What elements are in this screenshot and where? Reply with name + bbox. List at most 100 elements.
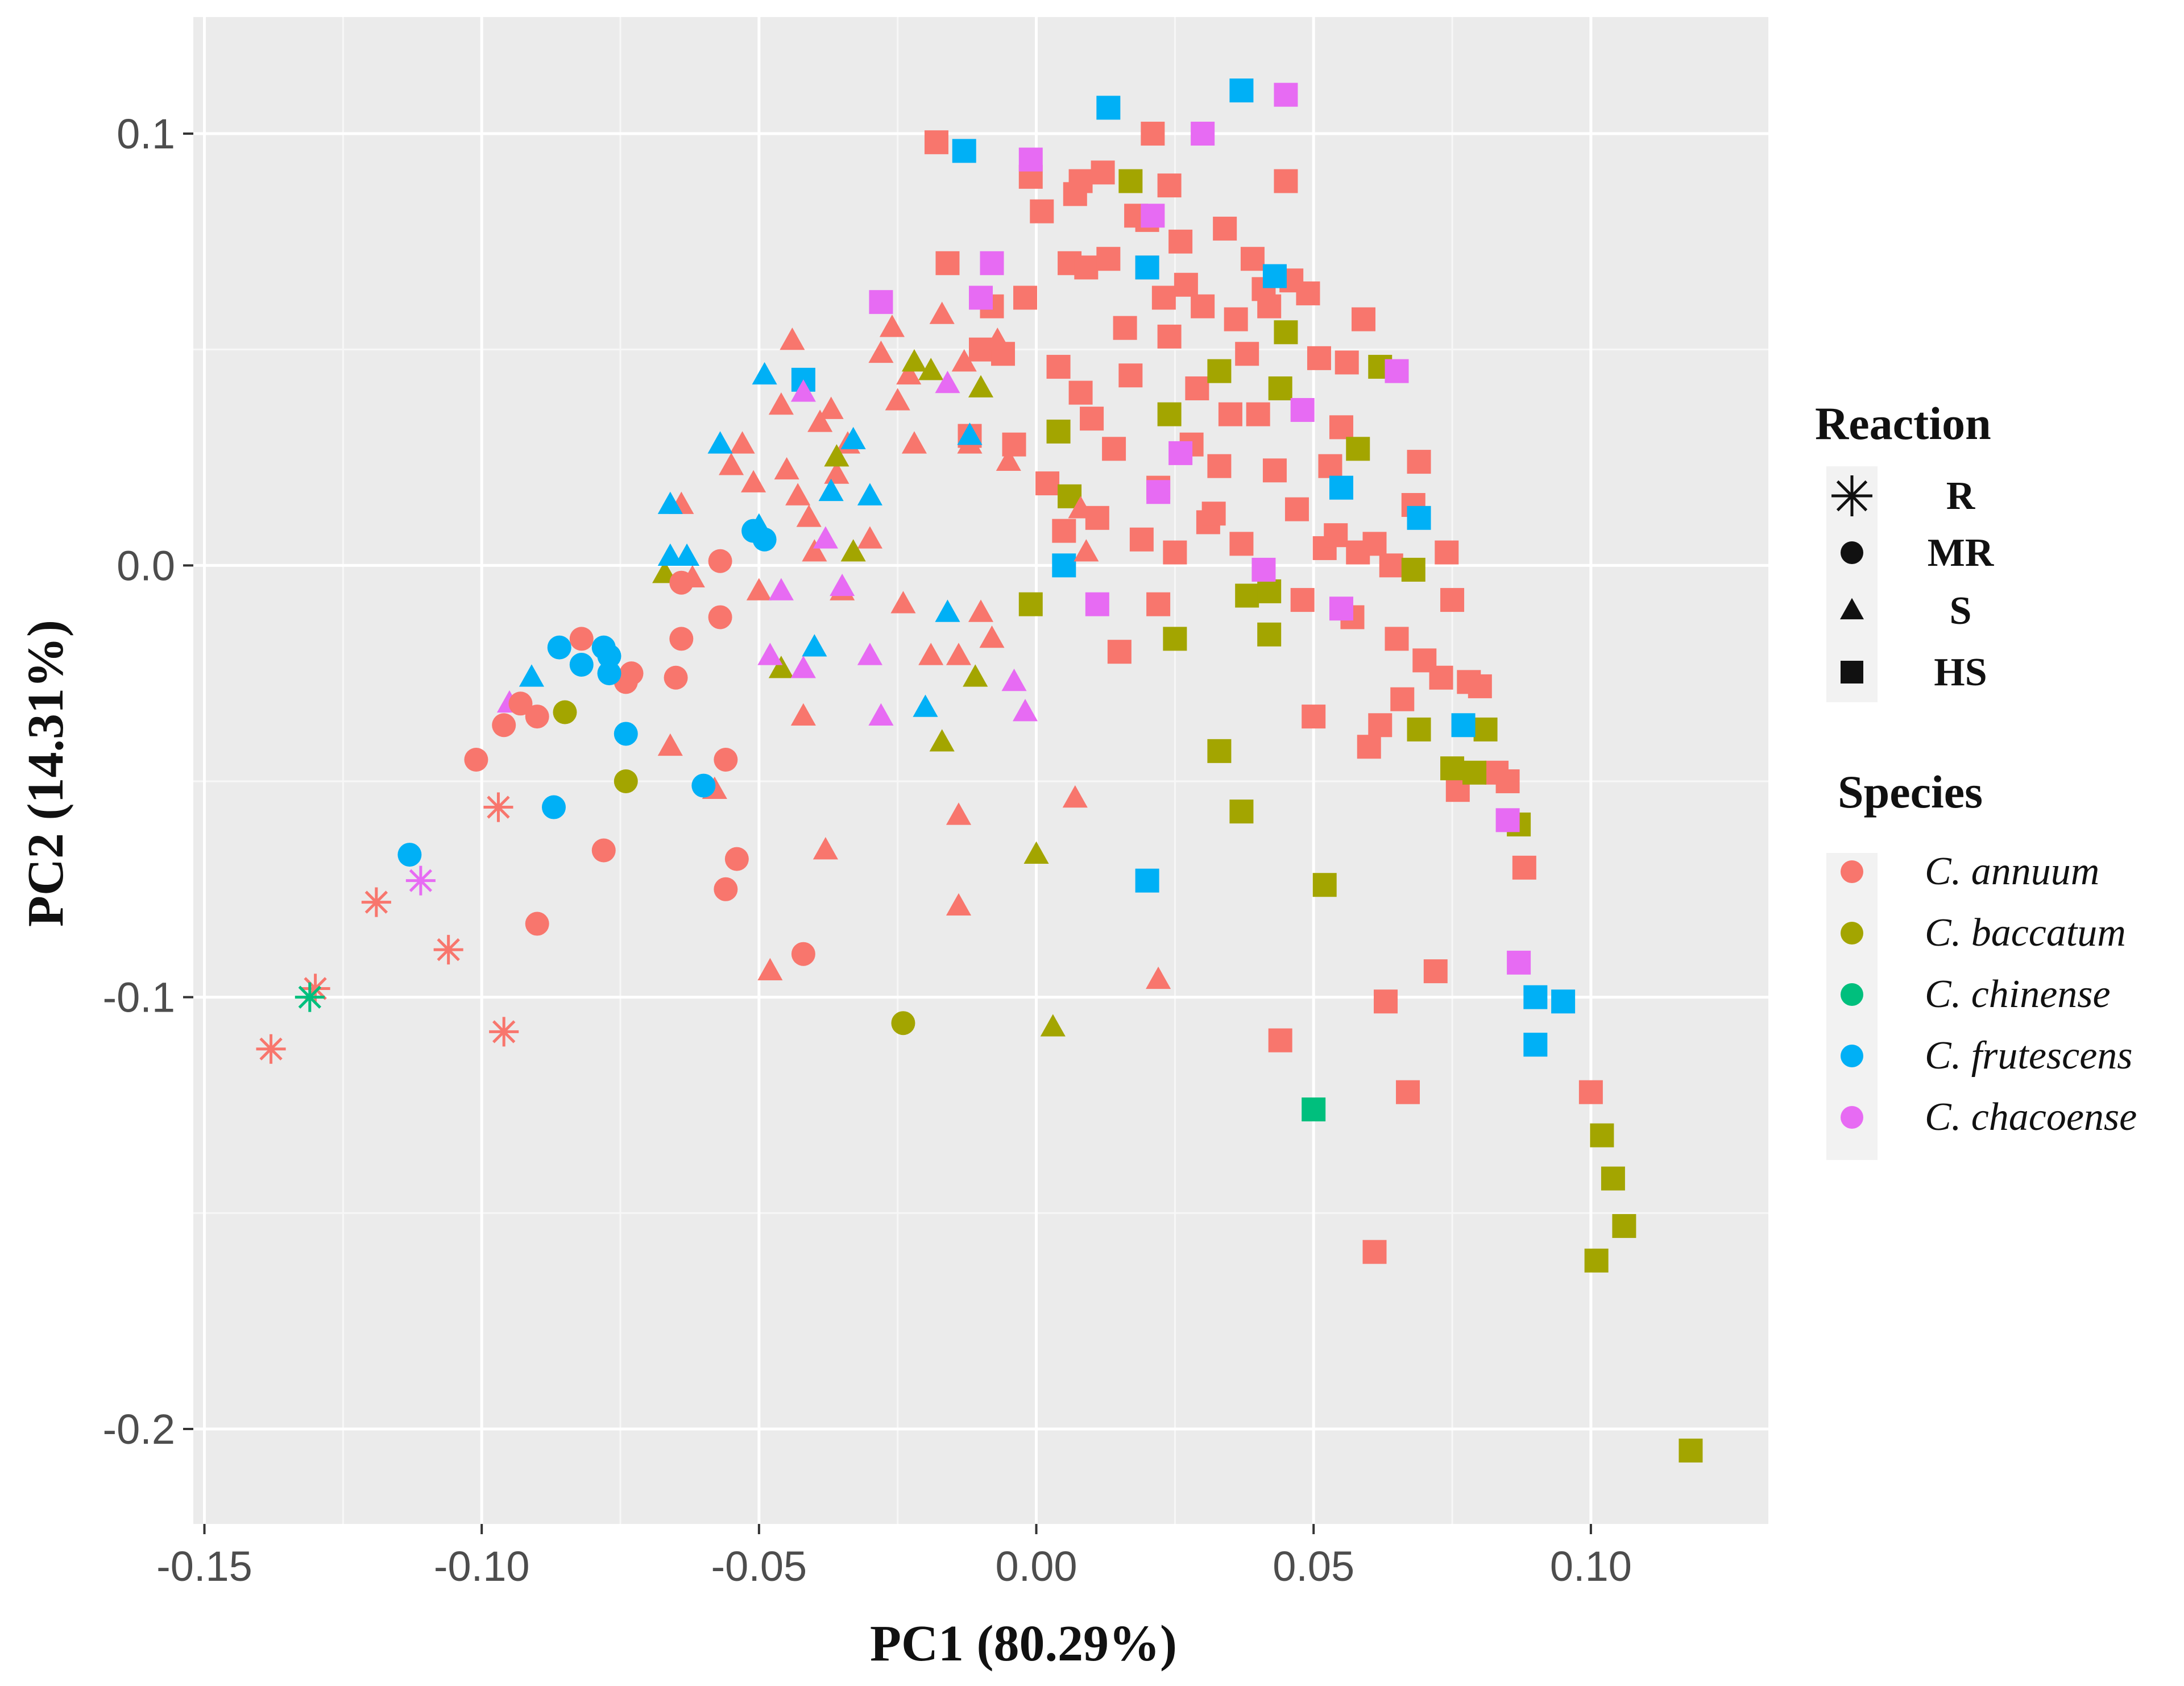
data-point-hs-ba: [1473, 717, 1498, 741]
data-point-s-fr: [752, 362, 777, 385]
data-point-hs-an: [1118, 363, 1143, 388]
data-point-hs-ba: [1018, 592, 1043, 616]
data-point-hs-an: [1129, 527, 1154, 552]
data-point-s-an: [901, 431, 927, 454]
reaction-legend-key-mr: [1841, 541, 1863, 564]
data-point-s-an: [946, 643, 972, 665]
species-legend-title: Species: [1838, 766, 1983, 818]
data-point-hs-an: [1185, 376, 1209, 401]
data-point-hs-ba: [1163, 627, 1187, 651]
data-point-mr-an: [591, 838, 616, 863]
data-point-s-an: [730, 431, 755, 454]
data-point-hs-an: [935, 251, 960, 275]
data-point-hs-an: [1357, 735, 1381, 759]
data-point-hs-co: [1018, 147, 1043, 172]
species-legend: Species C. annuum C. baccatum C. chinens…: [1826, 766, 2137, 1160]
data-point-s-an: [896, 362, 922, 385]
data-point-hs-an: [1374, 989, 1398, 1014]
data-point-hs-an: [1468, 674, 1492, 698]
data-point-hs-an: [1191, 294, 1215, 318]
species-legend-keys: [1841, 860, 1863, 1129]
data-point-s-an: [951, 349, 977, 372]
data-point-hs-an: [1351, 307, 1375, 332]
data-point-hs-an: [1218, 402, 1242, 426]
x-tick-label: 0.00: [996, 1543, 1078, 1590]
reaction-legend-keys: [1831, 475, 1872, 683]
y-tick-label: -0.2: [102, 1406, 175, 1453]
data-point-hs-an: [1307, 346, 1331, 370]
data-point-hs-fr: [1523, 985, 1548, 1009]
data-point-hs-an: [1512, 855, 1536, 880]
data-point-hs-an: [1240, 247, 1265, 271]
data-point-mr-an: [619, 661, 644, 686]
species-legend-key-ba: [1841, 922, 1863, 945]
data-point-hs-an: [1262, 458, 1287, 483]
data-point-hs-an: [1002, 432, 1026, 457]
data-point-hs-an: [1068, 380, 1093, 405]
data-point-s-an: [802, 539, 827, 562]
x-axis-ticks: -0.15 -0.10 -0.05 0.00 0.05 0.10: [156, 1524, 1632, 1590]
data-point-hs-an: [1296, 281, 1320, 305]
data-point-hs-ba: [1157, 402, 1182, 426]
data-point-s-an: [879, 314, 905, 337]
data-point-r-an: [256, 1034, 286, 1064]
data-point-s-an: [946, 802, 972, 825]
data-point-s-fr: [519, 664, 545, 687]
data-point-s-an: [741, 470, 766, 492]
data-point-s-an: [890, 591, 916, 614]
data-point-r-an: [489, 1017, 519, 1047]
data-point-hs-ba: [1312, 873, 1337, 897]
x-tick-label: 0.10: [1550, 1543, 1632, 1590]
data-point-hs-ba: [1274, 320, 1298, 345]
data-point-s-fr: [935, 599, 960, 622]
data-point-mr-an: [492, 713, 516, 738]
data-point-hs-co: [1146, 480, 1171, 504]
data-point-mr-fr: [569, 652, 594, 677]
data-point-hs-co: [1274, 82, 1298, 107]
species-legend-label-chinense: C. chinense: [1925, 972, 2111, 1016]
data-point-s-an: [657, 733, 683, 756]
data-point-s-fr: [840, 426, 866, 450]
data-point-hs-an: [1013, 285, 1038, 310]
data-point-hs-an: [1435, 540, 1459, 565]
reaction-legend-title: Reaction: [1815, 397, 1991, 449]
data-point-s-ba: [824, 444, 849, 467]
data-point-s-an: [807, 409, 833, 432]
data-point-hs-an: [1102, 437, 1126, 461]
species-legend-key-fr: [1841, 1045, 1863, 1067]
plot-panel: [193, 17, 1768, 1524]
data-point-hs-co: [980, 251, 1004, 275]
y-axis-ticks: -0.2 -0.1 0.0 0.1: [102, 110, 193, 1453]
data-point-hs-an: [1268, 1028, 1292, 1053]
data-point-s-co: [790, 379, 816, 402]
data-point-s-an: [790, 703, 816, 726]
data-point-hs-co: [1495, 808, 1520, 832]
data-point-hs-co: [869, 290, 893, 314]
data-point-s-an: [824, 461, 849, 484]
reaction-legend-key-r: [1831, 475, 1872, 516]
y-axis-title: PC2 (14.31%): [18, 620, 74, 927]
data-point-s-co: [1012, 699, 1038, 722]
data-point-hs-an: [1157, 324, 1182, 349]
data-point-mr-ba: [553, 700, 577, 724]
data-point-r-an: [433, 935, 463, 965]
data-point-hs-an: [1074, 255, 1099, 280]
data-point-hs-an: [1035, 471, 1060, 496]
data-point-hs-an: [1362, 1240, 1387, 1264]
data-point-s-an: [1068, 496, 1093, 519]
data-point-hs-fr: [952, 139, 976, 163]
data-point-hs-fr: [1523, 1033, 1548, 1057]
data-point-hs-ba: [1679, 1438, 1703, 1463]
data-point-mr-fr: [614, 722, 638, 746]
data-point-hs-co: [969, 285, 993, 310]
data-point-hs-an: [1385, 627, 1409, 651]
data-point-hs-fr: [1096, 96, 1121, 120]
x-tick-label: 0.05: [1273, 1543, 1354, 1590]
data-point-s-an: [857, 526, 882, 549]
data-point-hs-ba: [1601, 1166, 1625, 1191]
data-point-mr-an: [525, 705, 549, 729]
data-point-hs-an: [1046, 355, 1071, 379]
data-point-hs-an: [1224, 307, 1248, 332]
data-point-mr-fr: [541, 795, 566, 819]
data-point-s-an: [818, 396, 844, 419]
